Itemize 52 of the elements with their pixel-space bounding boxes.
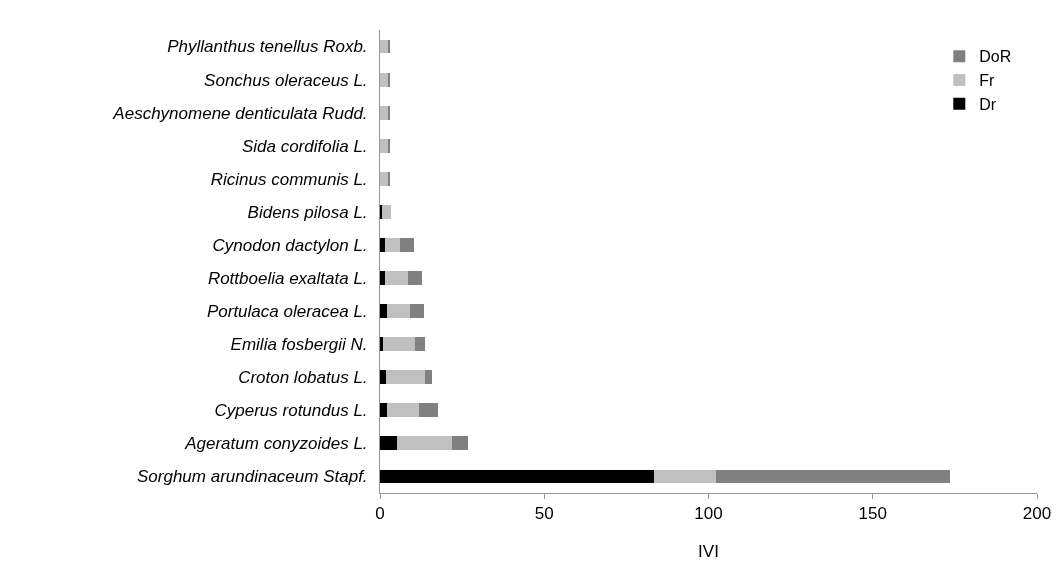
- x-axis-title: IVI: [698, 541, 719, 561]
- bar: [380, 304, 388, 319]
- bar: [397, 436, 452, 451]
- bar: [380, 138, 389, 153]
- bar: [384, 238, 400, 252]
- bar: [384, 271, 409, 285]
- x-tick-label: 100: [694, 504, 723, 524]
- y-tick-label: Ageratum conyzoides L.: [184, 434, 368, 454]
- bar: [419, 403, 438, 418]
- y-tick-label: Portulaca oleracea L.: [206, 302, 368, 322]
- legend-label: Dr: [979, 96, 997, 113]
- bar: [410, 304, 425, 319]
- y-tick-label: Bidens pilosa L.: [247, 202, 368, 222]
- x-tick-label: 50: [534, 504, 554, 524]
- y-tick-label: Aeschynomene denticulata Rudd.: [112, 103, 368, 123]
- y-tick-label: Sida cordifolia L.: [241, 136, 368, 156]
- legend-label: Fr: [979, 72, 996, 90]
- y-tick-label: Ricinus communis L.: [210, 169, 368, 189]
- bar: [380, 436, 398, 451]
- bar: [415, 337, 426, 352]
- bar: [381, 204, 391, 219]
- y-tick-label: Cynodon dactylon L.: [212, 235, 368, 255]
- bar: [380, 469, 654, 484]
- y-tick-label: Rottboelia exaltata L.: [207, 268, 368, 288]
- bar: [380, 105, 389, 120]
- bar: [380, 370, 386, 385]
- bar: [387, 304, 411, 319]
- bar: [408, 271, 423, 285]
- bar: [380, 403, 388, 418]
- bar: [382, 337, 416, 352]
- bar: [451, 436, 469, 451]
- x-tick-label: 150: [858, 504, 887, 524]
- y-tick-label: Cyperus rotundus L.: [214, 401, 368, 421]
- y-tick-label: Sorghum arundinaceum Stapf.: [137, 467, 368, 487]
- y-tick-label: Emilia fosbergii N.: [230, 335, 368, 355]
- bar: [380, 171, 389, 186]
- bar: [385, 370, 426, 385]
- bar: [380, 337, 383, 352]
- x-tick-label: 0: [375, 504, 385, 524]
- y-tick-label: Croton lobatus L.: [238, 368, 368, 388]
- legend-label: DoR: [979, 48, 1012, 66]
- y-tick-label: Sonchus oleraceus L.: [204, 70, 368, 90]
- bar: [716, 469, 950, 484]
- bar: [425, 370, 432, 385]
- y-tick-label: Phyllanthus tenellus Roxb.: [167, 37, 368, 57]
- bar: [387, 403, 420, 418]
- bar: [380, 238, 385, 252]
- x-tick-label: 200: [1022, 504, 1052, 524]
- bar: [653, 469, 717, 484]
- bar: [399, 238, 414, 252]
- bar: [380, 72, 389, 87]
- bar: [380, 271, 385, 285]
